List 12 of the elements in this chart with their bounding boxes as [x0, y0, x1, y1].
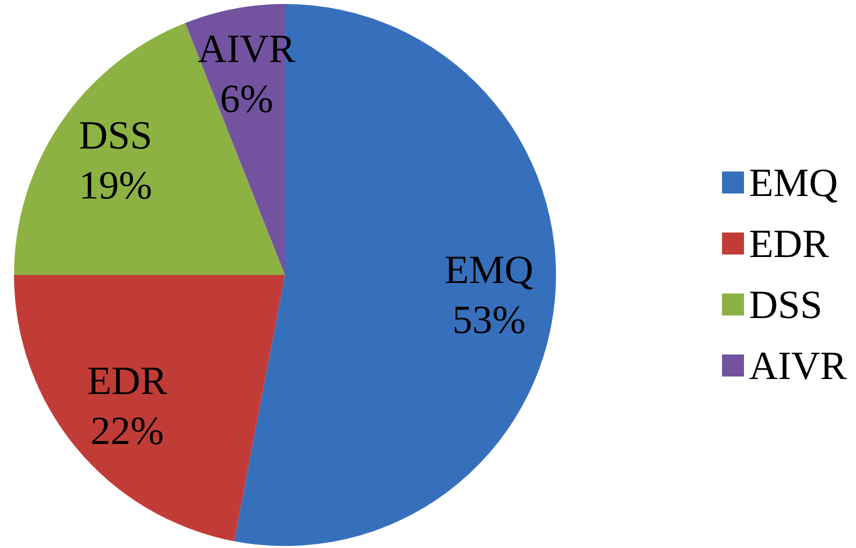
data-label: 22% [90, 408, 164, 454]
slice-label: EDR [87, 358, 168, 404]
slice-label: DSS [78, 112, 152, 158]
data-label: 19% [78, 162, 152, 208]
legend-label: EMQ [749, 160, 838, 205]
slice-label: EMQ [444, 246, 534, 292]
legend-label: DSS [749, 282, 822, 327]
slice-label: AIVR [198, 26, 296, 72]
data-label: 53% [452, 296, 526, 342]
data-label: 6% [220, 76, 274, 122]
legend-label: AIVR [749, 343, 848, 388]
legend-label: EDR [749, 221, 830, 266]
